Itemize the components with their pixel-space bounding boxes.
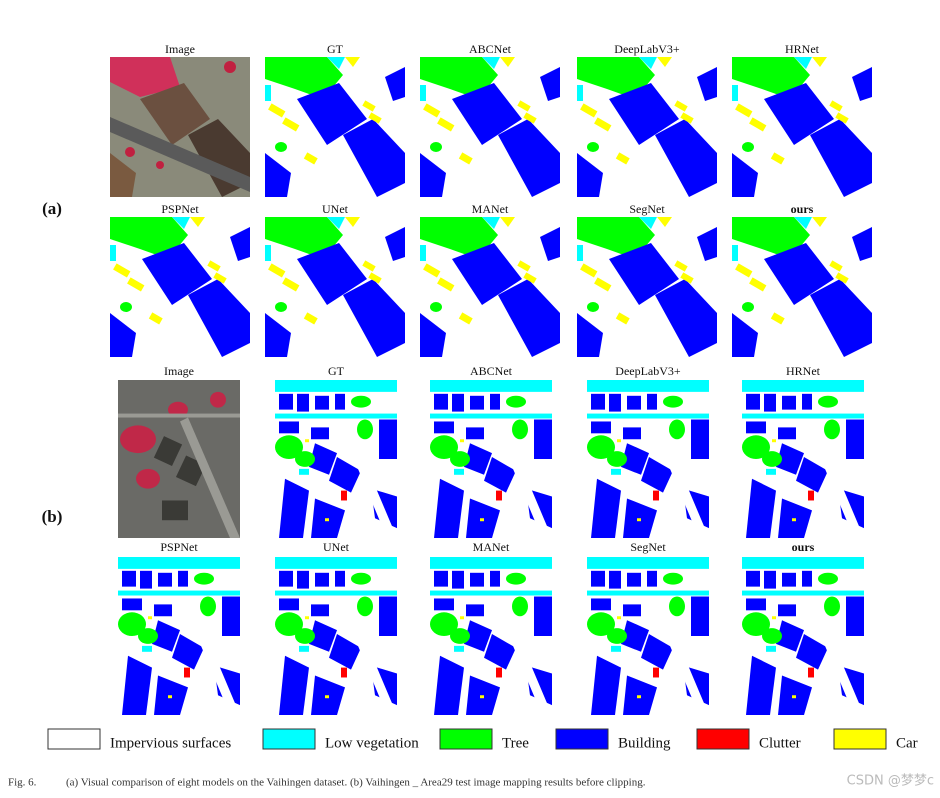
legend-swatch <box>833 728 887 750</box>
segmentation-map <box>577 217 717 357</box>
segmentation-map <box>420 217 560 357</box>
legend-label: Low vegetation <box>325 735 419 751</box>
tile-title: ours <box>792 540 815 554</box>
legend-label: Impervious surfaces <box>110 735 231 751</box>
segmentation-map <box>110 217 250 357</box>
tile-title: Image <box>165 42 195 56</box>
tile-title: PSPNet <box>160 540 198 554</box>
caption-label: Fig. 6. <box>8 777 37 789</box>
legend-label: Tree <box>502 735 529 751</box>
tile-title: PSPNet <box>161 202 199 216</box>
segmentation-map <box>265 217 405 357</box>
legend-label: Clutter <box>759 735 801 751</box>
tile-title: ours <box>791 202 814 216</box>
tile-title: GT <box>328 364 345 378</box>
tile-title: UNet <box>322 202 349 216</box>
panel-label: (a) <box>42 199 62 218</box>
tile-title: UNet <box>323 540 350 554</box>
tile-title: HRNet <box>785 42 820 56</box>
legend-swatch <box>47 728 101 750</box>
tile-title: MANet <box>473 540 510 554</box>
segmentation-map <box>275 557 397 715</box>
legend-label: Car <box>896 735 918 751</box>
watermark: CSDN @梦梦c <box>847 774 934 789</box>
segmentation-map <box>587 380 709 538</box>
legend-label: Building <box>618 735 671 751</box>
segmentation-map <box>430 380 552 538</box>
tile-title: GT <box>327 42 344 56</box>
panel-label: (b) <box>42 507 63 526</box>
tile-title: ABCNet <box>470 364 513 378</box>
segmentation-map <box>118 557 240 715</box>
tile-title: MANet <box>472 202 509 216</box>
segmentation-map <box>265 57 405 197</box>
aerial-image <box>118 380 240 538</box>
tile-title: Image <box>164 364 194 378</box>
segmentation-map <box>420 57 560 197</box>
segmentation-map <box>577 57 717 197</box>
segmentation-map <box>732 57 872 197</box>
segmentation-map <box>742 380 864 538</box>
caption: (a) Visual comparison of eight models on… <box>66 777 646 789</box>
tile-title: DeepLabV3+ <box>615 364 681 378</box>
segmentation-map <box>275 380 397 538</box>
legend-swatch <box>555 728 609 750</box>
tile-title: HRNet <box>786 364 821 378</box>
legend-swatch <box>262 728 316 750</box>
tile-title: ABCNet <box>469 42 512 56</box>
tile-title: SegNet <box>630 540 666 554</box>
segmentation-map <box>587 557 709 715</box>
legend-swatch <box>696 728 750 750</box>
legend-swatch <box>439 728 493 750</box>
segmentation-map <box>430 557 552 715</box>
segmentation-map <box>742 557 864 715</box>
aerial-image <box>110 57 250 197</box>
tile-title: SegNet <box>629 202 665 216</box>
segmentation-map <box>732 217 872 357</box>
tile-title: DeepLabV3+ <box>614 42 680 56</box>
